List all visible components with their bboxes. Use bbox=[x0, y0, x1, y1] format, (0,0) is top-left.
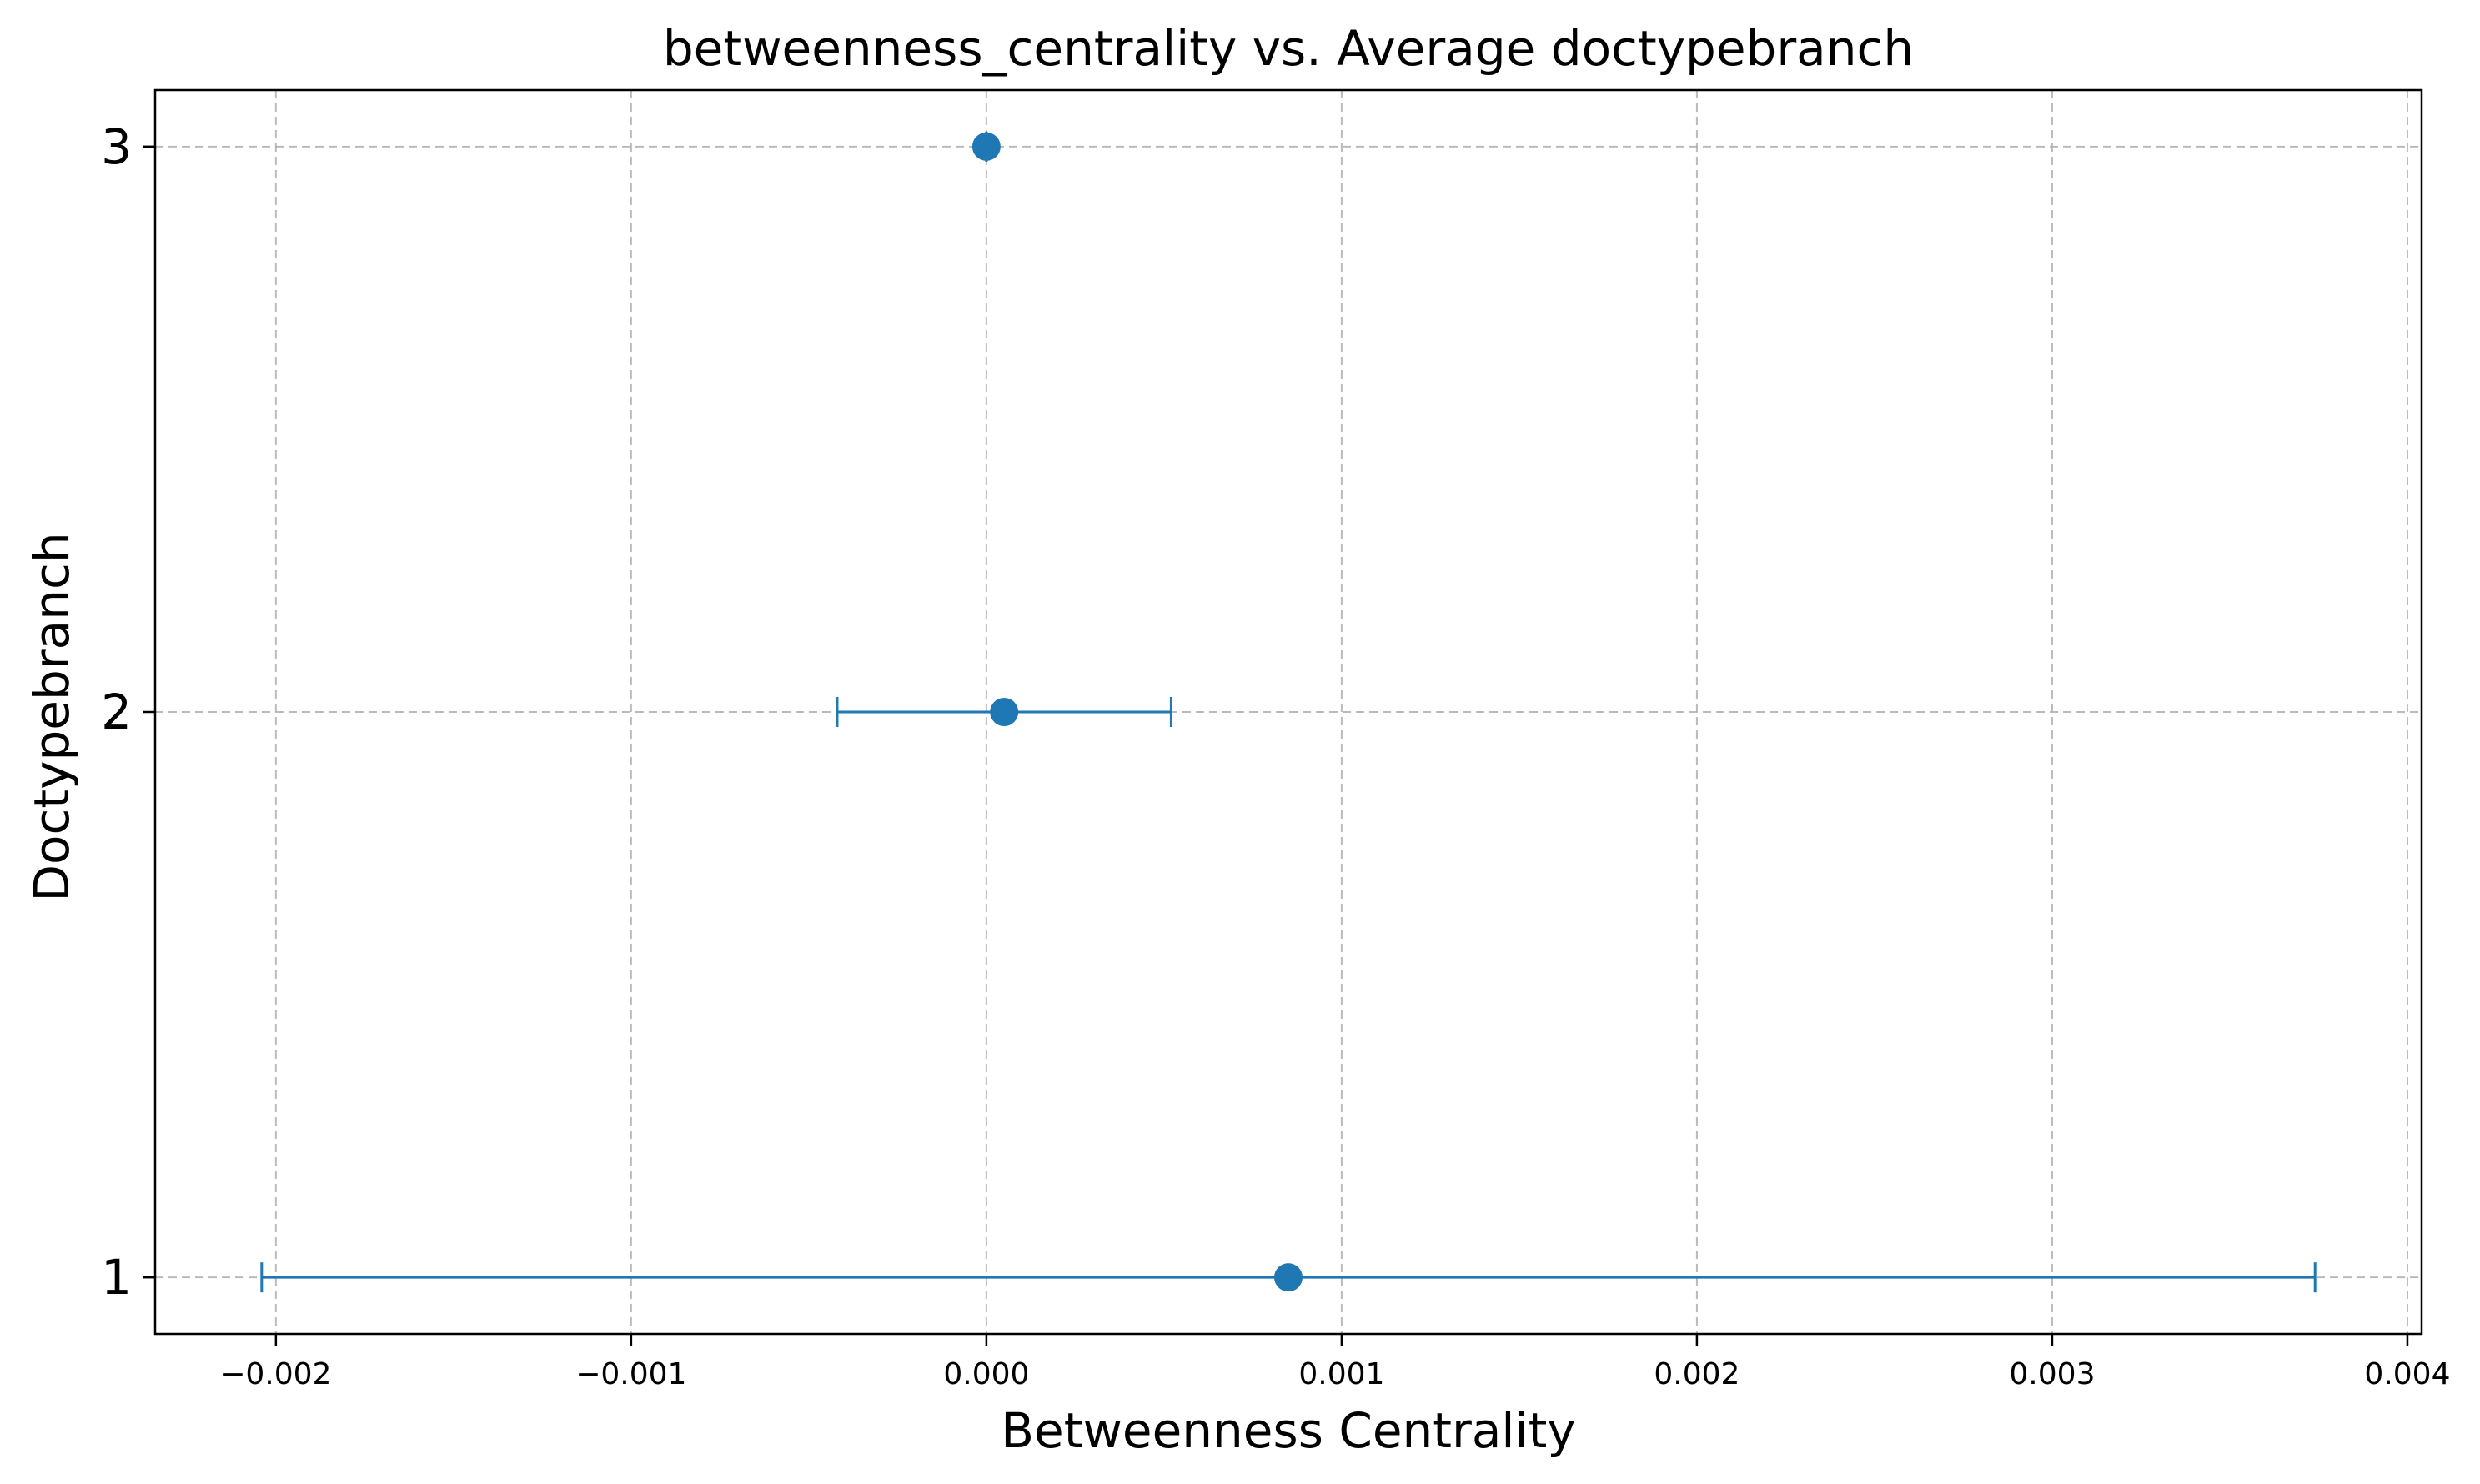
data-point bbox=[1274, 1263, 1303, 1292]
x-tick-label: 0.001 bbox=[1298, 1357, 1384, 1391]
data-point bbox=[971, 132, 1001, 161]
y-axis-ticks: 1 2 3 bbox=[101, 118, 155, 1306]
x-tick-label: 0.004 bbox=[2364, 1357, 2450, 1391]
y-tick-label: 1 bbox=[101, 1249, 132, 1306]
y-tick-label: 3 bbox=[101, 118, 132, 175]
x-tick-label: 0.000 bbox=[943, 1357, 1029, 1391]
x-axis-label: Betweenness Centrality bbox=[1001, 1402, 1575, 1459]
data-point bbox=[990, 698, 1019, 726]
x-tick-label: 0.003 bbox=[2009, 1357, 2095, 1391]
y-tick-label: 2 bbox=[101, 684, 132, 740]
chart-title: betweenness_centrality vs. Average docty… bbox=[663, 20, 1914, 77]
data-points bbox=[971, 132, 1303, 1292]
x-tick-label: −0.001 bbox=[575, 1357, 686, 1391]
x-tick-label: 0.002 bbox=[1654, 1357, 1740, 1391]
x-axis-ticks: −0.002 −0.001 0.000 0.001 0.002 0.003 0.004 bbox=[220, 1334, 2450, 1391]
x-tick-label: −0.002 bbox=[220, 1357, 331, 1391]
y-axis-label: Doctypebranch bbox=[23, 532, 80, 901]
